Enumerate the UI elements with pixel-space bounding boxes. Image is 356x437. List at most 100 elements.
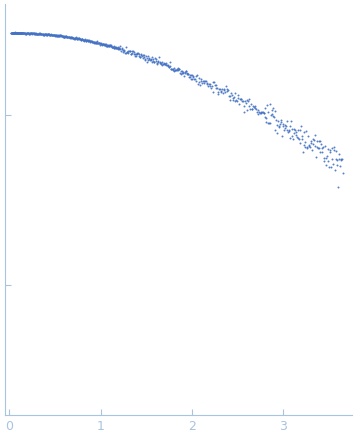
Point: [173, 66, 178, 73]
Point: [59, 32, 64, 39]
Point: [283, 123, 289, 130]
Point: [80, 36, 85, 43]
Point: [107, 42, 113, 49]
Point: [8, 29, 14, 36]
Point: [223, 83, 229, 90]
Point: [30, 30, 35, 37]
Point: [215, 91, 221, 98]
Point: [27, 30, 33, 37]
Point: [296, 136, 302, 143]
Point: [93, 38, 99, 45]
Point: [182, 69, 188, 76]
Point: [318, 137, 323, 144]
Point: [178, 68, 184, 75]
Point: [80, 36, 86, 43]
Point: [187, 71, 193, 78]
Point: [243, 100, 248, 107]
Point: [210, 79, 216, 86]
Point: [120, 47, 126, 54]
Point: [49, 31, 55, 38]
Point: [33, 30, 38, 37]
Point: [274, 129, 280, 136]
Point: [13, 29, 19, 36]
Point: [16, 30, 22, 37]
Point: [71, 36, 77, 43]
Point: [147, 56, 153, 63]
Point: [40, 31, 45, 38]
Point: [55, 32, 61, 39]
Point: [230, 94, 236, 101]
Point: [304, 144, 310, 151]
Point: [260, 108, 266, 115]
Point: [222, 89, 228, 96]
Point: [106, 42, 112, 49]
Point: [104, 42, 110, 49]
Point: [16, 30, 21, 37]
Point: [247, 105, 253, 112]
Point: [48, 31, 54, 38]
Point: [40, 31, 46, 38]
Point: [295, 126, 300, 133]
Point: [280, 122, 286, 129]
Point: [25, 30, 30, 37]
Point: [277, 123, 282, 130]
Point: [178, 70, 183, 77]
Point: [58, 33, 64, 40]
Point: [26, 30, 32, 37]
Point: [77, 35, 83, 42]
Point: [272, 107, 278, 114]
Point: [44, 31, 50, 38]
Point: [95, 40, 100, 47]
Point: [201, 79, 206, 86]
Point: [219, 89, 224, 96]
Point: [83, 38, 89, 45]
Point: [71, 35, 77, 42]
Point: [170, 67, 176, 74]
Point: [275, 118, 281, 125]
Point: [261, 110, 266, 117]
Point: [22, 30, 27, 37]
Point: [96, 39, 102, 46]
Point: [29, 30, 35, 37]
Point: [250, 102, 256, 109]
Point: [32, 30, 37, 37]
Point: [63, 32, 69, 39]
Point: [335, 184, 341, 191]
Point: [109, 43, 115, 50]
Point: [53, 32, 58, 39]
Point: [9, 30, 14, 37]
Point: [15, 30, 21, 37]
Point: [19, 29, 25, 36]
Point: [94, 38, 100, 45]
Point: [324, 153, 330, 160]
Point: [258, 110, 263, 117]
Point: [10, 29, 16, 36]
Point: [68, 35, 73, 42]
Point: [103, 41, 109, 48]
Point: [19, 29, 25, 36]
Point: [87, 38, 93, 45]
Point: [226, 93, 232, 100]
Point: [28, 30, 33, 37]
Point: [324, 162, 329, 169]
Point: [177, 66, 182, 73]
Point: [41, 31, 47, 38]
Point: [9, 29, 15, 36]
Point: [163, 62, 169, 69]
Point: [152, 59, 157, 66]
Point: [132, 52, 138, 59]
Point: [11, 29, 17, 36]
Point: [42, 31, 48, 38]
Point: [120, 49, 126, 55]
Point: [98, 40, 104, 47]
Point: [89, 37, 94, 44]
Point: [189, 72, 195, 79]
Point: [90, 38, 96, 45]
Point: [305, 133, 311, 140]
Point: [62, 34, 68, 41]
Point: [315, 145, 321, 152]
Point: [103, 42, 108, 49]
Point: [74, 35, 80, 42]
Point: [66, 33, 72, 40]
Point: [201, 77, 207, 84]
